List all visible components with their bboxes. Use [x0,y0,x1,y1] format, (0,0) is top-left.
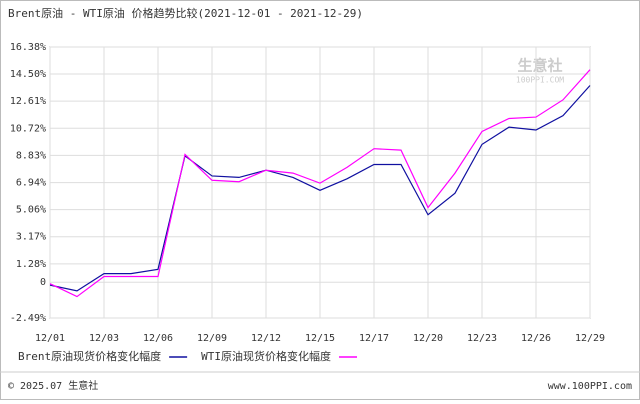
x-tick-label: 12/17 [359,333,389,344]
x-tick-label: 12/06 [143,333,173,344]
legend-label: WTI原油现货价格变化幅度 [201,349,331,363]
y-tick-label: 6.94% [16,178,46,189]
x-tick-label: 12/09 [197,333,227,344]
x-tick-label: 12/20 [413,333,443,344]
y-tick-label: -2.49% [10,313,46,324]
y-tick-label: 8.83% [16,150,46,161]
x-tick-label: 12/23 [467,333,497,344]
y-tick-label: 3.17% [16,232,46,243]
y-tick-label: 14.50% [10,69,46,80]
x-tick-label: 12/15 [305,333,335,344]
x-tick-label: 12/01 [35,333,65,344]
legend-label: Brent原油现货价格变化幅度 [18,349,161,363]
y-tick-label: 12.61% [10,96,46,107]
y-tick-label: 1.28% [16,259,46,270]
series-line [49,85,591,292]
y-tick-label: 0 [40,277,46,288]
x-tick-label: 12/03 [89,333,119,344]
footer-left: © 2025.07 生意社 [8,379,98,392]
x-tick-label: 12/12 [251,333,281,344]
y-tick-label: 10.72% [10,123,46,134]
footer-right: www.100PPI.com [548,381,632,392]
watermark-site: 100PPI.COM [516,76,564,85]
series-line [49,69,591,298]
chart-title: Brent原油 - WTI原油 价格趋势比较(2021-12-01 - 2021… [8,6,363,20]
x-tick-label: 12/29 [575,333,605,344]
watermark-name: 生意社 [517,57,562,75]
y-tick-label: 5.06% [16,205,46,216]
y-tick-label: 16.38% [10,42,46,53]
x-tick-label: 12/26 [521,333,551,344]
